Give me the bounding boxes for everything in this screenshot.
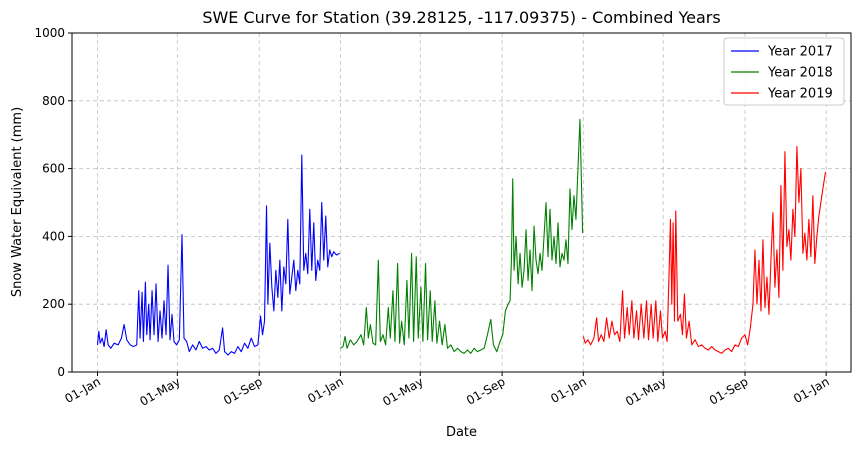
series-line-year-2019 (582, 146, 827, 354)
y-tick-label: 1000 (34, 26, 65, 40)
y-axis: 0 200 400 600 800 1000 (34, 26, 72, 379)
chart-title: SWE Curve for Station (39.28125, -117.09… (202, 8, 720, 27)
y-axis-label: Snow Water Equivalent (mm) (10, 107, 25, 297)
legend-label: Year 2017 (767, 45, 833, 60)
y-tick-label: 200 (42, 297, 65, 311)
legend-box (723, 37, 845, 106)
series-lines (96, 118, 827, 356)
legend: Year 2017 Year 2018 Year 2019 (723, 37, 845, 106)
legend-label: Year 2018 (767, 66, 833, 81)
series-line-year-2017 (96, 154, 340, 356)
y-tick-label: 600 (42, 162, 65, 176)
series-line-year-2018 (340, 118, 584, 354)
y-grid (72, 100, 851, 305)
y-tick-label: 800 (42, 94, 65, 108)
legend-label: Year 2019 (767, 87, 833, 102)
plot-frame (71, 32, 852, 373)
y-tick-label: 400 (42, 229, 65, 243)
y-tick-label: 0 (57, 365, 65, 379)
x-axis-label: Date (446, 425, 477, 440)
